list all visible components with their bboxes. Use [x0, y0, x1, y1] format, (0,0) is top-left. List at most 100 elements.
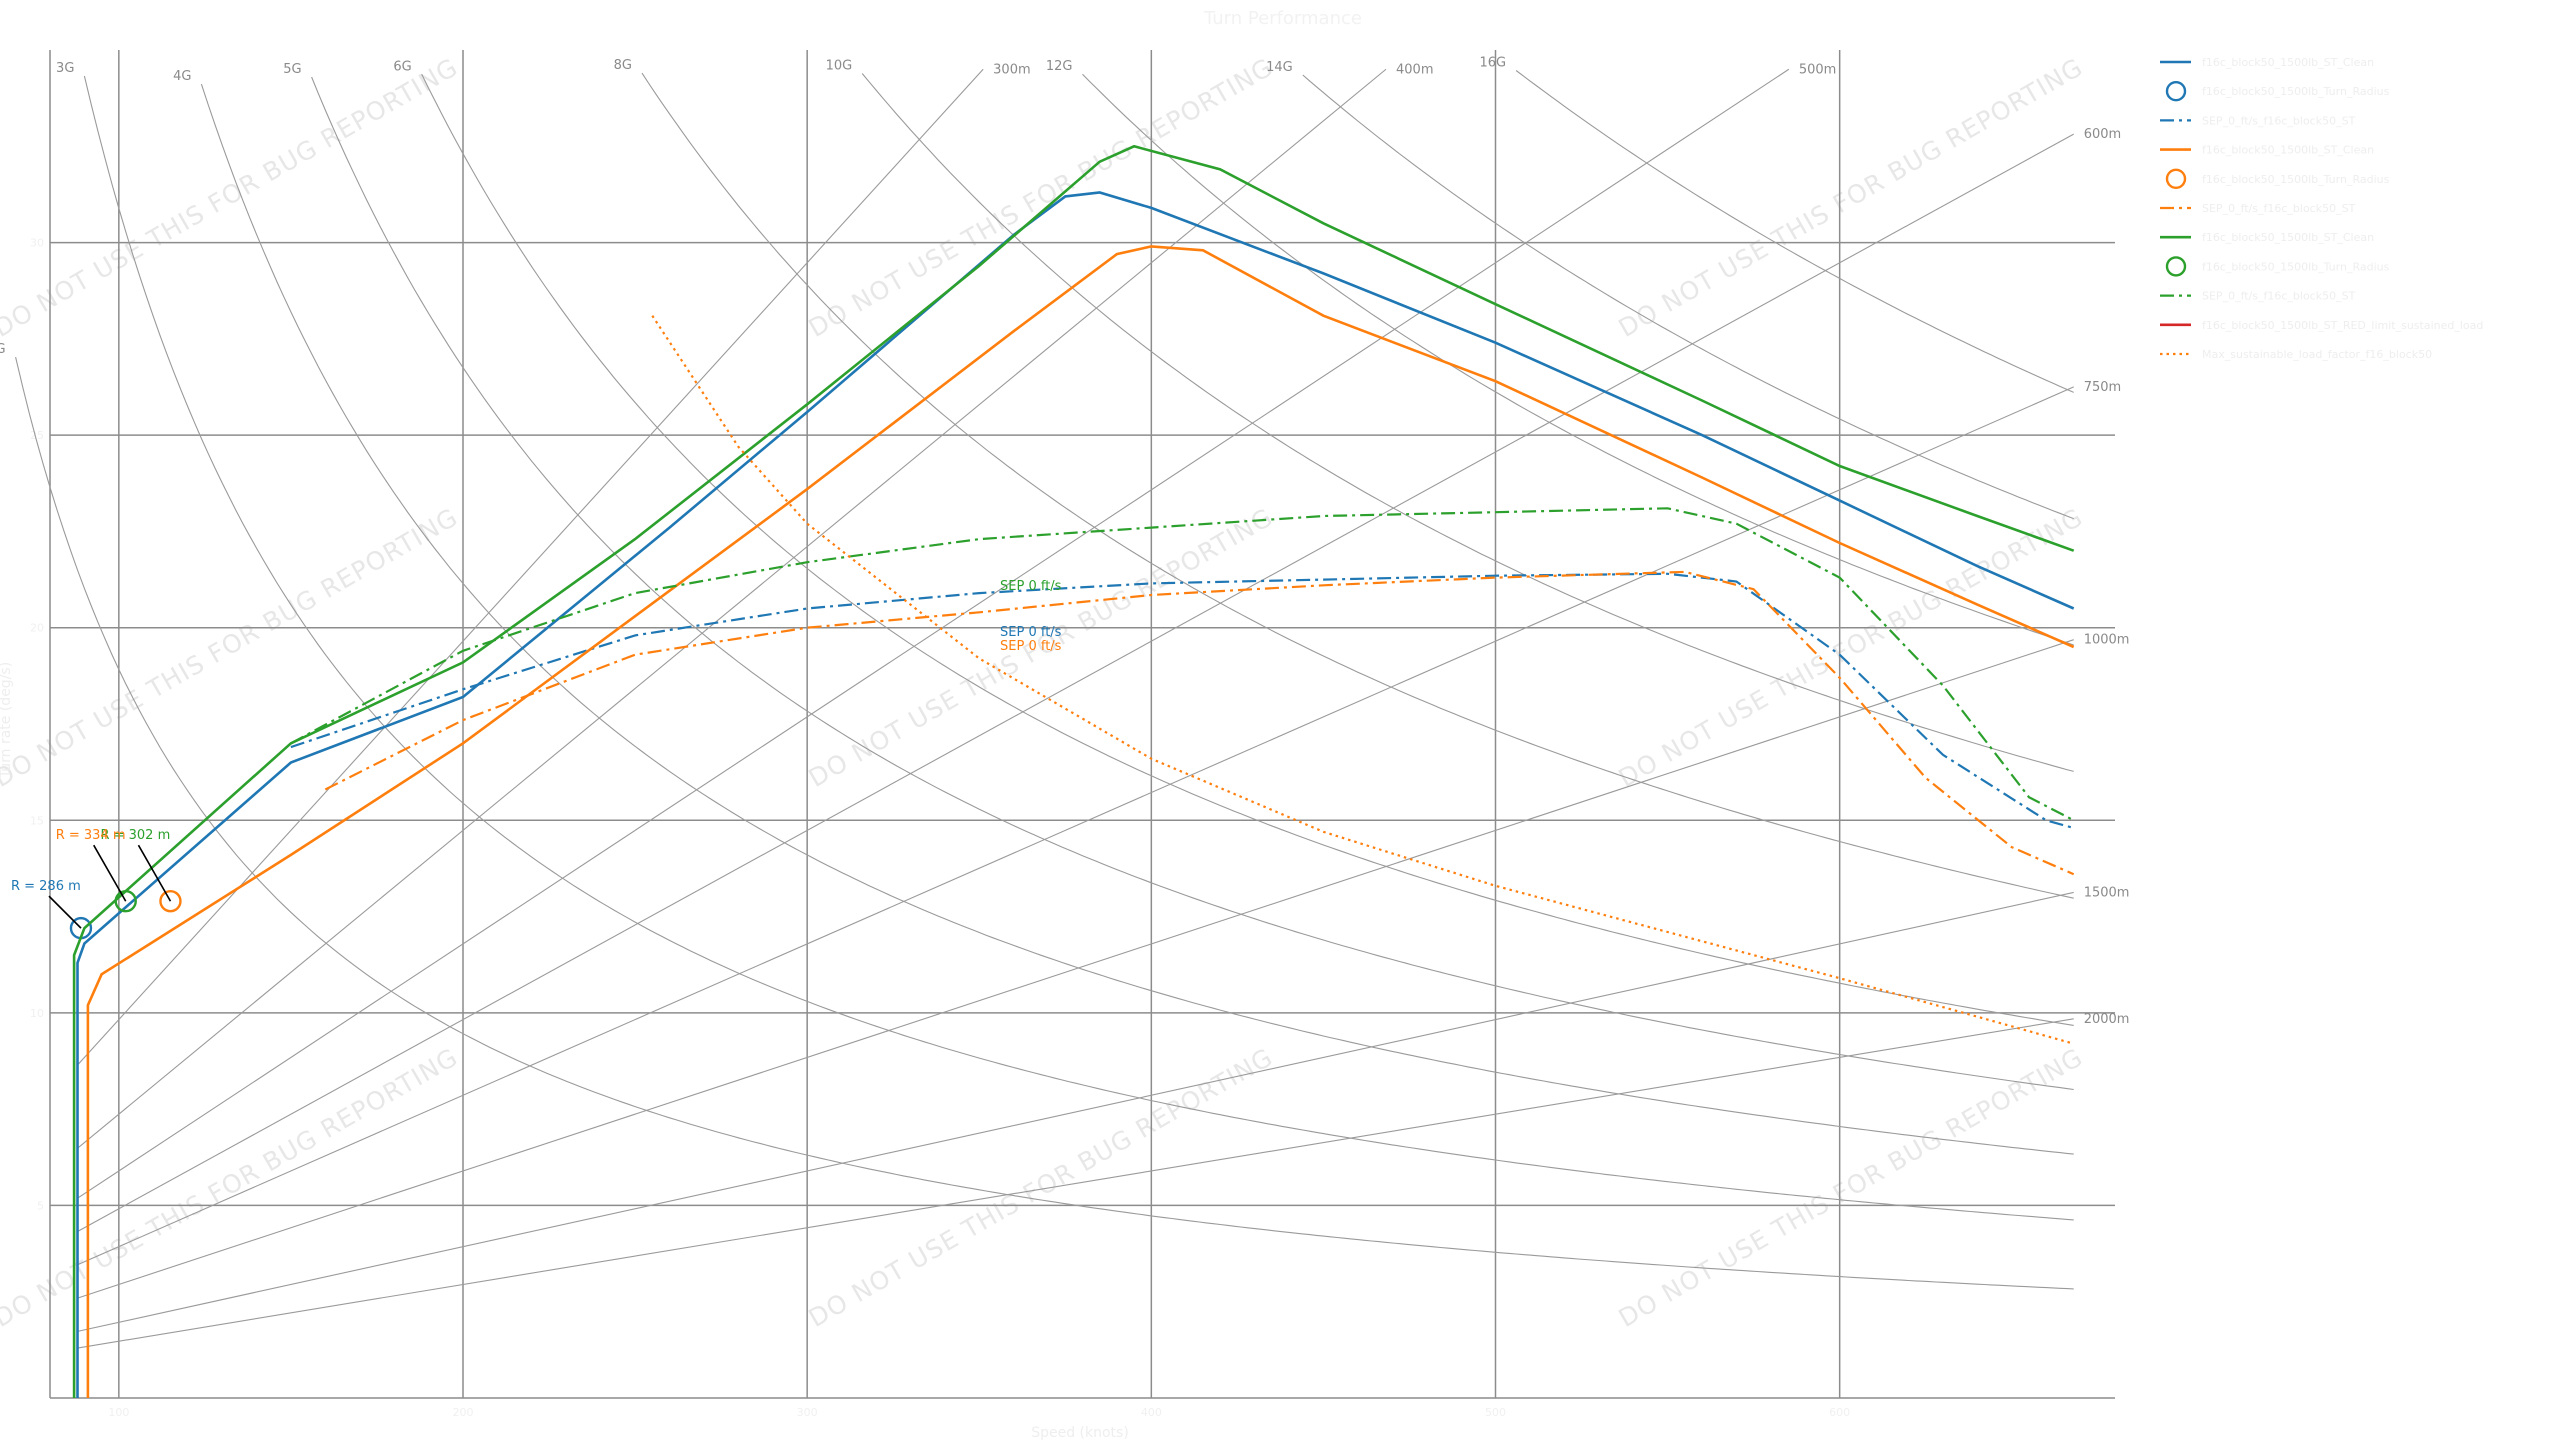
legend-item[interactable]: Max_sustainable_load_factor_f16_block50 [2160, 348, 2432, 361]
turn-radius-marker [114, 889, 137, 913]
y-tick-label: 15 [30, 814, 44, 827]
x-tick-label: 500 [1485, 1406, 1506, 1419]
g-load-line [311, 76, 2074, 1091]
x-tick-label: 400 [1141, 1406, 1162, 1419]
legend-symbol [2165, 168, 2187, 190]
marker-arrow [93, 844, 127, 902]
x-tick-label: 200 [453, 1406, 474, 1419]
g-load-label: 8G [614, 58, 632, 73]
g-load-label: 3G [56, 61, 74, 76]
g-load-label: 6G [393, 59, 411, 74]
x-tick-label: 600 [1829, 1406, 1850, 1419]
turn-radius-label: 1000m [2084, 633, 2130, 648]
chart-title: Turn Performance [1203, 8, 1362, 29]
legend-label: f16c_block50_1500lb_Turn_Radius [2202, 173, 2390, 186]
legend-item[interactable]: SEP_0_ft/s_f16c_block50_ST [2160, 202, 2356, 215]
turn-radius-label: 600m [2084, 127, 2121, 142]
series-line [290, 507, 2075, 822]
legend-label: f16c_block50_1500lb_ST_Clean [2202, 231, 2374, 244]
turn-radius-annotation: R = 302 m [100, 828, 170, 843]
legend-item[interactable]: f16c_block50_1500lb_ST_Clean [2160, 144, 2374, 157]
legend-item[interactable]: f16c_block50_1500lb_ST_Clean [2160, 231, 2374, 244]
legend[interactable]: f16c_block50_1500lb_ST_Clean f16c_block50… [2160, 56, 2483, 361]
legend-item[interactable]: f16c_block50_1500lb_Turn_Radius [2165, 80, 2390, 102]
legend-label: SEP_0_ft/s_f16c_block50_ST [2202, 202, 2356, 215]
turn-radius-line [77, 68, 1387, 1149]
legend-label: SEP_0_ft/s_f16c_block50_ST [2202, 290, 2356, 303]
turn-radius-line [77, 68, 984, 1066]
watermark-text: DO NOT USE THIS FOR BUG REPORTING [1614, 1042, 2088, 1333]
legend-label: f16c_block50_1500lb_ST_Clean [2202, 56, 2374, 69]
g-load-label: 5G [283, 62, 301, 77]
g-load-label: 12G [1046, 59, 1073, 74]
turn-radius-label: 300m [993, 62, 1030, 77]
y-tick-label: 25 [30, 429, 44, 442]
y-tick-label: 30 [30, 237, 44, 250]
sep-label: SEP 0 ft/s [1000, 625, 1062, 640]
g-load-line [15, 356, 2074, 1290]
turn-radius-line [77, 639, 2074, 1299]
series-line [651, 315, 2074, 1045]
watermark-text: DO NOT USE THIS FOR BUG REPORTING [1614, 52, 2088, 343]
turn-radius-line [77, 1018, 2074, 1349]
turn-radius-line [77, 386, 2074, 1266]
legend-item[interactable]: f16c_block50_1500lb_ST_Clean [2160, 56, 2374, 69]
y-axis-label: Turn rate (deg/s) [0, 662, 14, 779]
turn-radius-label: 1500m [2084, 885, 2130, 900]
g-load-line [200, 83, 2074, 1155]
marker-arrow [48, 895, 82, 929]
legend-item[interactable]: SEP_0_ft/s_f16c_block50_ST [2160, 114, 2356, 127]
turn-radius-label: 2000m [2084, 1012, 2130, 1027]
guide-lines: 2G 3G 4G 5G 6G 8G 10G 12G 14G 16G 300m 400m 500m 600m… [0, 55, 2130, 1349]
legend-label: f16c_block50_1500lb_ST_RED_limit_sustain… [2202, 319, 2483, 332]
turn-radius-marker [159, 889, 182, 913]
y-tick-label: 5 [37, 1199, 44, 1212]
watermark-text: DO NOT USE THIS FOR BUG REPORTING [804, 1042, 1278, 1333]
legend-label: Max_sustainable_load_factor_f16_block50 [2202, 348, 2432, 361]
legend-label: f16c_block50_1500lb_ST_Clean [2202, 144, 2374, 157]
legend-symbol [2165, 80, 2187, 102]
watermark-text: DO NOT USE THIS FOR BUG REPORTING [0, 52, 463, 343]
legend-item[interactable]: SEP_0_ft/s_f16c_block50_ST [2160, 290, 2356, 303]
legend-item[interactable]: f16c_block50_1500lb_Turn_Radius [2165, 256, 2390, 277]
x-tick-label: 300 [797, 1406, 818, 1419]
turn-radius-label: 500m [1799, 62, 1836, 77]
sep-label: SEP 0 ft/s [1000, 579, 1062, 594]
series-line [86, 245, 2075, 1398]
turn-radius-annotation: R = 334 m [56, 828, 126, 843]
g-load-label: 10G [826, 58, 853, 73]
y-tick-label: 20 [30, 622, 44, 635]
g-load-line [1302, 74, 2074, 520]
series-line [324, 570, 2075, 876]
x-tick-label: 100 [108, 1406, 129, 1419]
watermark-text: DO NOT USE THIS FOR BUG REPORTING [804, 52, 1278, 343]
watermark-layer: DO NOT USE THIS FOR BUG REPORTING DO NOT … [0, 52, 2088, 1333]
series-line [290, 572, 2074, 830]
g-load-label: 2G [0, 342, 6, 357]
legend-label: SEP_0_ft/s_f16c_block50_ST [2202, 114, 2356, 127]
turn-radius-line [77, 891, 2074, 1332]
turn-radius-label: 400m [1396, 62, 1433, 77]
legend-item[interactable]: f16c_block50_1500lb_ST_RED_limit_sustain… [2160, 319, 2483, 332]
g-load-line [1515, 70, 2074, 393]
g-load-line [641, 72, 2074, 899]
g-load-label: 14G [1266, 60, 1293, 75]
x-axis-label: Speed (knots) [1031, 1425, 1129, 1440]
g-load-label: 16G [1480, 55, 1507, 70]
turn-radius-line [77, 133, 2074, 1232]
g-load-line [1082, 73, 2074, 646]
turn-radius-line [77, 68, 1790, 1199]
g-load-line [421, 74, 2074, 1026]
watermark-text: DO NOT USE THIS FOR BUG REPORTING [0, 1042, 463, 1333]
sep-label: SEP 0 ft/s [1000, 639, 1062, 654]
legend-item[interactable]: f16c_block50_1500lb_Turn_Radius [2165, 168, 2390, 190]
series-layer [69, 144, 2075, 1398]
g-load-label: 4G [173, 69, 191, 84]
y-tick-label: 10 [30, 1007, 44, 1020]
legend-symbol [2165, 256, 2187, 277]
turn-radius-label: 750m [2084, 380, 2121, 395]
legend-label: f16c_block50_1500lb_Turn_Radius [2202, 260, 2390, 273]
watermark-text: DO NOT USE THIS FOR BUG REPORTING [1614, 502, 2088, 793]
